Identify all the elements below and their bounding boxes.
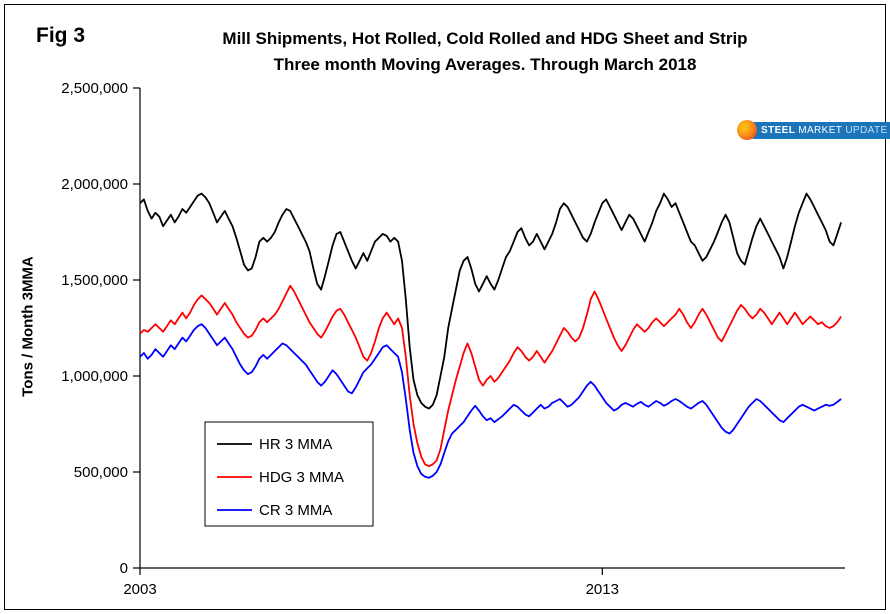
logo-word-steel: STEEL [761, 124, 796, 136]
legend-label: CR 3 MMA [259, 502, 332, 519]
y-tick-label: 1,500,000 [61, 272, 128, 289]
y-tick-label: 500,000 [74, 464, 128, 481]
series-cr-3-mma [139, 323, 842, 479]
x-tick-label: 2003 [123, 581, 156, 598]
y-tick-label: 2,500,000 [61, 80, 128, 97]
x-tick-label: 2013 [586, 581, 619, 598]
logo-word-update: UPDATE [845, 124, 888, 136]
figure-number: Fig 3 [36, 24, 86, 47]
chart-title-line2: Three month Moving Averages. Through Mar… [273, 55, 697, 74]
y-tick-label: 2,000,000 [61, 176, 128, 193]
legend-label: HR 3 MMA [259, 436, 332, 453]
logo-word-market: MARKET [798, 124, 843, 136]
legend-box [204, 421, 374, 527]
chart-title-line1: Mill Shipments, Hot Rolled, Cold Rolled … [222, 29, 748, 48]
y-tick-label: 1,000,000 [61, 368, 128, 385]
legend-label: HDG 3 MMA [259, 469, 344, 486]
y-tick-label: 0 [120, 560, 128, 577]
logo-wordmark: STEEL MARKET UPDATE [751, 121, 890, 139]
chart-title: Mill Shipments, Hot Rolled, Cold Rolled … [110, 26, 860, 78]
steel-market-update-logo: STEEL MARKET UPDATE [737, 118, 890, 142]
series-hdg-3-mma [139, 284, 842, 468]
series-hr-3-mma [139, 192, 842, 410]
logo-globe-icon [737, 120, 757, 140]
